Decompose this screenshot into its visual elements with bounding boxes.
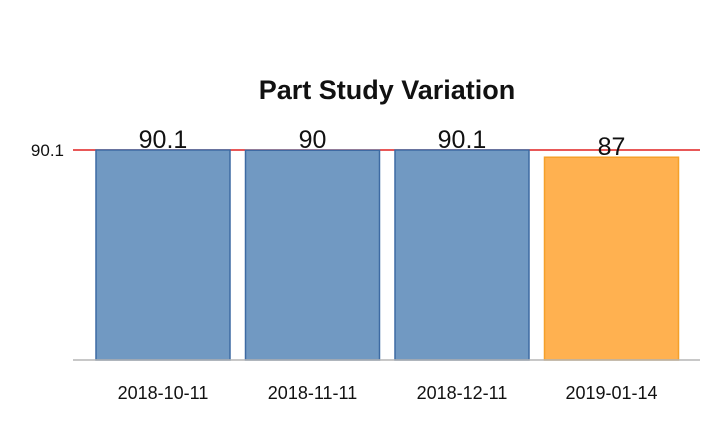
x-tick-label-2018-12-11: 2018-12-11 <box>417 383 508 403</box>
data-label-2018-11-11: 90 <box>299 126 327 154</box>
x-tick-label-2019-01-14: 2019-01-14 <box>565 383 657 403</box>
x-tick-label-2018-11-11: 2018-11-11 <box>268 383 357 403</box>
data-label-2019-01-14: 87 <box>598 133 626 161</box>
data-label-2018-12-11: 90.1 <box>438 126 487 154</box>
reference-line-label: 90.1 <box>31 141 64 160</box>
bar-2018-12-11 <box>394 149 530 361</box>
data-label-2018-10-11: 90.1 <box>139 126 188 154</box>
bar-2018-10-11 <box>95 149 231 361</box>
bar-2018-11-11 <box>244 149 381 361</box>
bars-group: 90.1 90 90.1 87 <box>95 126 680 361</box>
x-tick-label-2018-10-11: 2018-10-11 <box>118 383 209 403</box>
chart-title: Part Study Variation <box>259 75 516 105</box>
x-tick-labels: 2018-10-11 2018-11-11 2018-12-11 2019-01-14 <box>118 383 658 403</box>
bar-2019-01-14 <box>543 156 680 361</box>
